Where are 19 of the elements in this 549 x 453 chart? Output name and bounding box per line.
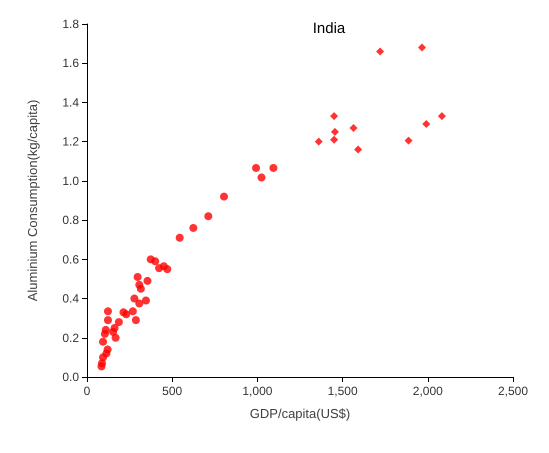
y-tick-label: 0.2 [62,330,80,345]
x-tick-label: 2,000 [412,384,444,398]
y-tick-label: 1.2 [62,134,80,149]
chart-title: India [312,20,346,37]
y-tick-label: 0.4 [62,292,80,306]
y-tick-label: 0.8 [62,213,80,228]
y-tick-label: 1.8 [62,17,80,31]
x-tick-label: 0 [84,384,91,398]
y-axis-title: Aluminium Consumption(kg/capita) [25,100,40,302]
x-tick-label: 500 [162,384,183,398]
y-tick-label: 0.0 [62,370,80,384]
y-tick-label: 1.4 [62,95,80,110]
x-axis-title: GDP/capita(US$) [250,406,350,421]
y-tick-label: 1.0 [62,174,80,188]
x-tick-label: 1,000 [242,384,273,398]
x-tick-label: 1,500 [328,384,358,398]
y-tick-label: 0.6 [62,252,80,266]
y-tick-label: 1.6 [62,56,80,70]
x-tick-label: 2,500 [498,384,528,398]
